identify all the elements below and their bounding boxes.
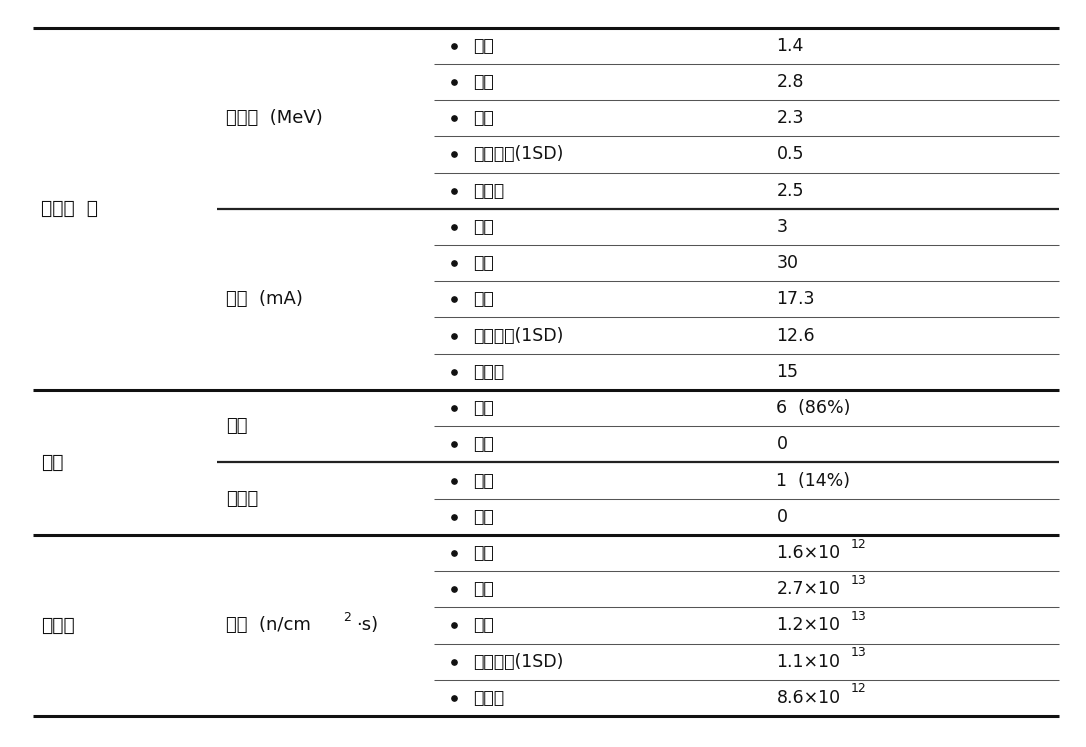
Text: 최대: 최대: [473, 254, 494, 272]
Text: 평균: 평균: [473, 616, 494, 634]
Text: 12: 12: [850, 683, 867, 695]
Text: 1.1×10: 1.1×10: [776, 653, 841, 671]
Text: 15: 15: [776, 363, 798, 381]
Text: 베릴륨: 베릴륨: [226, 489, 258, 508]
Text: 리튀: 리튀: [226, 417, 248, 436]
Text: 최대: 최대: [473, 73, 494, 91]
Text: 13: 13: [850, 574, 867, 586]
Text: 2.7×10: 2.7×10: [776, 580, 841, 598]
Text: 6  (86%): 6 (86%): [776, 399, 850, 417]
Text: 0.5: 0.5: [776, 146, 804, 164]
Text: 평균: 평균: [473, 291, 494, 309]
Text: 양성자  빔: 양성자 빔: [41, 199, 98, 218]
Text: 표적: 표적: [41, 453, 64, 472]
Text: 30: 30: [776, 254, 798, 272]
Text: ·s): ·s): [356, 616, 378, 634]
Text: 17.3: 17.3: [776, 291, 814, 309]
Text: 고체: 고체: [473, 399, 494, 417]
Text: 중성자: 중성자: [41, 616, 75, 635]
Text: 8.6×10: 8.6×10: [776, 689, 841, 707]
Text: 2: 2: [343, 611, 351, 624]
Text: 2.8: 2.8: [776, 73, 804, 91]
Text: 13: 13: [850, 610, 867, 623]
Text: 0: 0: [776, 436, 787, 453]
Text: 2.3: 2.3: [776, 109, 804, 127]
Text: 12: 12: [850, 538, 867, 551]
Text: 0: 0: [776, 508, 787, 526]
Text: 액체: 액체: [473, 436, 494, 453]
Text: 1.2×10: 1.2×10: [776, 616, 841, 634]
Text: 12.6: 12.6: [776, 326, 816, 344]
Text: 에너지  (MeV): 에너지 (MeV): [226, 109, 323, 127]
Text: 중간값: 중간값: [473, 689, 505, 707]
Text: 13: 13: [850, 646, 867, 659]
Text: 1.4: 1.4: [776, 37, 804, 55]
Text: 최소: 최소: [473, 544, 494, 562]
Text: 1  (14%): 1 (14%): [776, 471, 850, 489]
Text: 수율  (n/cm: 수율 (n/cm: [226, 616, 311, 634]
Text: 1.6×10: 1.6×10: [776, 544, 841, 562]
Text: 액체: 액체: [473, 508, 494, 526]
Text: 3: 3: [776, 218, 787, 236]
Text: 최소: 최소: [473, 37, 494, 55]
Text: 최소: 최소: [473, 218, 494, 236]
Text: 전류  (mA): 전류 (mA): [226, 291, 303, 309]
Text: 고체: 고체: [473, 471, 494, 489]
Text: 중간값: 중간값: [473, 182, 505, 199]
Text: 표준편차(1SD): 표준편차(1SD): [473, 653, 564, 671]
Text: 중간값: 중간값: [473, 363, 505, 381]
Text: 2.5: 2.5: [776, 182, 804, 199]
Text: 표준편차(1SD): 표준편차(1SD): [473, 146, 564, 164]
Text: 평균: 평균: [473, 109, 494, 127]
Text: 표준편차(1SD): 표준편차(1SD): [473, 326, 564, 344]
Text: 최대: 최대: [473, 580, 494, 598]
